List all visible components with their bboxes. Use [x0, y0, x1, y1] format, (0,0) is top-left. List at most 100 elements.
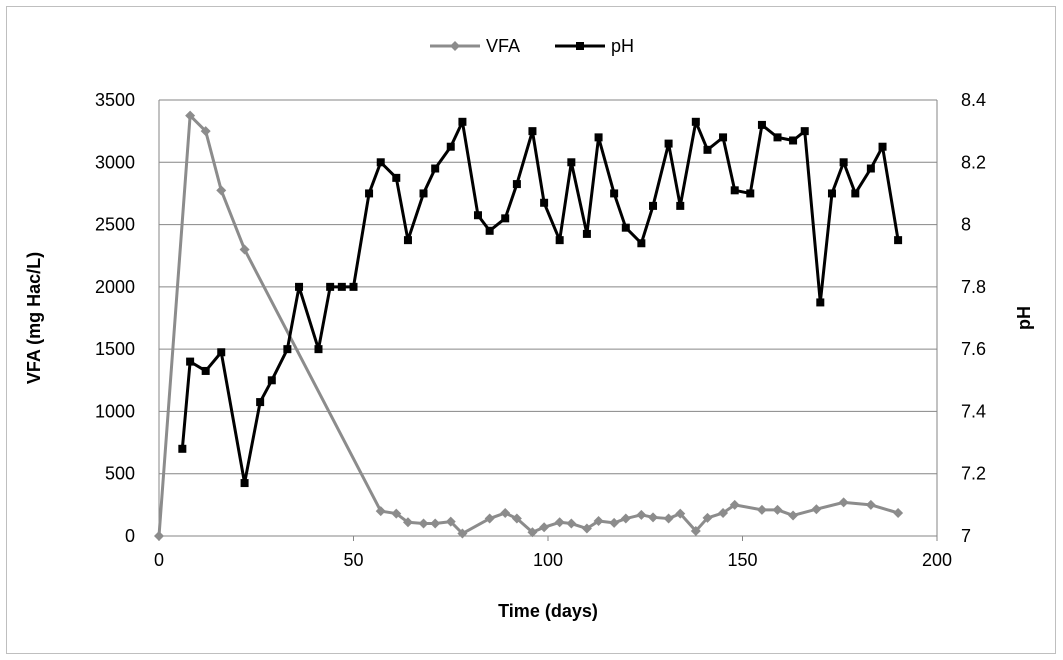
- chart-frame: [6, 6, 1056, 654]
- data-point-ph: [621, 223, 630, 232]
- data-point-vfa: [402, 517, 413, 528]
- data-point-vfa: [484, 513, 495, 524]
- data-point-vfa: [865, 499, 876, 510]
- data-point-ph: [326, 282, 335, 291]
- y2-tick-label: 8: [961, 215, 971, 235]
- data-point-ph: [186, 357, 195, 366]
- gridlines: [159, 99, 937, 475]
- x-tick-label: 0: [154, 550, 164, 570]
- data-point-ph: [501, 214, 510, 223]
- data-point-ph: [267, 376, 276, 385]
- data-point-ph: [866, 164, 875, 173]
- tick-labels: 050010001500200025003000350077.27.47.67.…: [95, 90, 986, 570]
- data-point-vfa: [772, 504, 783, 515]
- legend-label: VFA: [486, 36, 520, 56]
- data-point-ph: [894, 236, 903, 245]
- y-tick-label: 1000: [95, 401, 135, 421]
- data-point-vfa: [200, 126, 211, 137]
- x-axis-title: Time (days): [498, 601, 598, 621]
- series-layer: [154, 110, 904, 541]
- data-point-vfa: [718, 507, 729, 518]
- data-point-ph: [746, 189, 755, 198]
- y-tick-label: 1500: [95, 339, 135, 359]
- data-point-ph: [594, 133, 603, 142]
- data-point-ph: [839, 158, 848, 167]
- series-vfa: [154, 110, 904, 541]
- data-point-ph: [816, 298, 825, 307]
- data-point-ph: [610, 189, 619, 198]
- data-point-ph: [719, 133, 728, 142]
- data-point-ph: [827, 189, 836, 198]
- data-point-vfa: [154, 531, 164, 541]
- data-point-ph: [800, 127, 809, 136]
- y2-tick-label: 7.2: [961, 464, 986, 484]
- data-point-ph: [676, 201, 685, 210]
- y-tick-label: 3000: [95, 152, 135, 172]
- data-point-vfa: [511, 513, 522, 524]
- data-point-ph: [446, 142, 455, 151]
- data-point-ph: [582, 229, 591, 238]
- data-point-ph: [485, 226, 494, 235]
- y-tick-label: 2500: [95, 215, 135, 235]
- y2-tick-label: 7.8: [961, 277, 986, 297]
- series-line-vfa: [157, 114, 899, 537]
- data-point-ph: [637, 239, 646, 248]
- data-point-vfa: [702, 512, 713, 523]
- data-point-ph: [458, 117, 467, 126]
- data-point-ph: [217, 348, 226, 357]
- data-point-vfa: [729, 499, 740, 510]
- y-tick-label: 3500: [95, 90, 135, 110]
- legend-item-vfa: VFA: [430, 36, 520, 56]
- data-point-vfa: [500, 507, 511, 518]
- data-point-vfa: [893, 507, 904, 518]
- y2-tick-label: 7.4: [961, 401, 986, 421]
- data-point-vfa: [690, 526, 701, 537]
- data-point-ph: [528, 127, 537, 136]
- y-tick-label: 2000: [95, 277, 135, 297]
- data-point-ph: [349, 282, 358, 291]
- data-point-ph: [757, 120, 766, 129]
- data-point-ph: [419, 189, 428, 198]
- data-point-vfa: [581, 523, 592, 534]
- data-point-ph: [365, 189, 374, 198]
- data-point-ph: [178, 444, 187, 453]
- data-point-ph: [540, 198, 549, 207]
- data-point-vfa: [663, 513, 674, 524]
- series-ph: [178, 117, 903, 488]
- data-point-ph: [555, 236, 564, 245]
- data-point-ph: [789, 136, 798, 145]
- data-point-vfa: [811, 504, 822, 515]
- data-point-ph: [773, 133, 782, 142]
- series-line-ph: [180, 120, 900, 485]
- data-point-vfa: [216, 185, 227, 196]
- axes: [158, 100, 938, 541]
- data-point-vfa: [185, 110, 196, 121]
- data-point-vfa: [539, 522, 550, 533]
- data-point-vfa: [445, 516, 456, 527]
- data-point-vfa: [593, 516, 604, 527]
- data-point-vfa: [756, 504, 767, 515]
- data-point-ph: [730, 186, 739, 195]
- data-point-vfa: [609, 517, 620, 528]
- data-point-vfa: [636, 509, 647, 520]
- data-point-ph: [337, 282, 346, 291]
- legend-marker: [576, 42, 584, 50]
- data-point-vfa: [648, 512, 659, 523]
- y2-tick-label: 8.2: [961, 152, 986, 172]
- data-point-vfa: [788, 510, 799, 521]
- data-point-ph: [240, 479, 249, 488]
- data-point-ph: [851, 189, 860, 198]
- data-point-ph: [691, 117, 700, 126]
- x-tick-label: 150: [727, 550, 757, 570]
- data-point-vfa: [527, 527, 538, 538]
- data-point-ph: [314, 345, 323, 354]
- data-point-vfa: [418, 518, 429, 529]
- data-point-ph: [473, 211, 482, 220]
- data-point-vfa: [375, 506, 386, 517]
- data-point-vfa: [675, 508, 686, 519]
- data-point-ph: [376, 158, 385, 167]
- data-point-ph: [392, 173, 401, 182]
- data-point-ph: [256, 398, 265, 407]
- data-point-vfa: [620, 513, 631, 524]
- data-point-vfa: [554, 517, 565, 528]
